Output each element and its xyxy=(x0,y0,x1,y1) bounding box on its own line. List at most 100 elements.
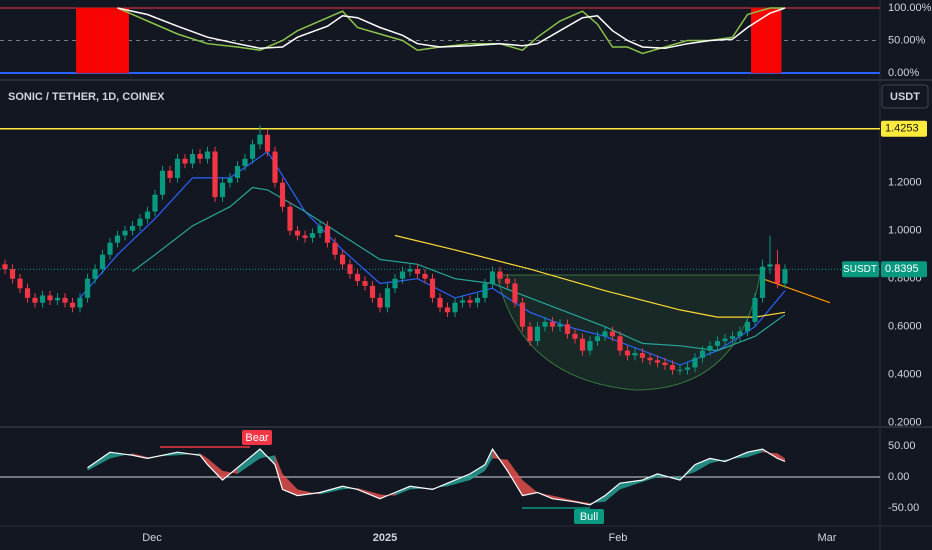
y-tick-label: 0.00 xyxy=(888,471,909,483)
candle-body xyxy=(429,278,436,298)
moving-average xyxy=(394,234,786,318)
candle-body xyxy=(227,177,233,183)
candle-body xyxy=(729,336,736,339)
x-tick-label: Feb xyxy=(608,532,627,544)
y-tick-label: 100.00% xyxy=(888,2,932,14)
candle-body xyxy=(692,357,698,368)
candle-body xyxy=(204,151,211,159)
candle-body xyxy=(542,321,548,327)
signal-bar xyxy=(106,7,115,74)
candle-body xyxy=(122,230,128,236)
oscillator-fill xyxy=(395,486,411,496)
oscillator-line xyxy=(117,7,786,50)
candle-body xyxy=(602,331,608,337)
price-tag-box xyxy=(881,261,927,278)
price-tag-symbol: SUSDT xyxy=(843,264,877,275)
oscillator-fill xyxy=(522,480,538,496)
candle-body xyxy=(107,242,113,255)
candle-body xyxy=(497,271,503,279)
y-tick-label: 50.00% xyxy=(888,34,926,46)
candle-body xyxy=(677,369,683,371)
candle-body xyxy=(774,264,781,284)
signal-bar xyxy=(765,7,774,74)
candle-body xyxy=(489,271,496,284)
candle-body xyxy=(9,269,16,279)
candle-body xyxy=(572,333,578,339)
symbol-title: SONIC / TETHER, 1D, COINEX xyxy=(8,91,165,103)
signal-bar xyxy=(773,7,782,74)
oscillator-fill xyxy=(604,483,620,502)
currency-button[interactable] xyxy=(881,84,929,109)
candle-body xyxy=(294,230,301,236)
candle-body xyxy=(437,297,443,308)
y-tick-label: 1.2000 xyxy=(888,177,922,189)
candle-body xyxy=(414,269,421,274)
candle-body xyxy=(17,278,23,289)
y-tick-label: -50.00 xyxy=(888,502,919,514)
candle-body xyxy=(459,300,466,303)
candle-body xyxy=(234,165,241,178)
candle-body xyxy=(467,300,473,303)
candle-body xyxy=(287,206,293,231)
signal-bar xyxy=(750,7,759,74)
candle-body xyxy=(782,269,788,284)
y-tick-label: 1.0000 xyxy=(888,225,922,237)
candle-body xyxy=(32,297,38,303)
candle-body xyxy=(137,218,143,226)
oscillator-fill xyxy=(507,459,523,496)
level-tag xyxy=(881,120,927,137)
signal-bar xyxy=(113,7,122,74)
y-tick-label: 0.2000 xyxy=(888,417,922,429)
oscillator-fill xyxy=(275,455,283,490)
oscillator-fill xyxy=(447,473,470,487)
candle-body xyxy=(129,225,136,231)
candle-body xyxy=(699,350,706,358)
candle-body xyxy=(512,283,518,303)
candle-body xyxy=(167,170,173,178)
candle-body xyxy=(647,357,653,361)
oscillator-fill xyxy=(552,495,575,502)
candle-body xyxy=(474,297,481,303)
level-label: 1.4253 xyxy=(885,123,919,135)
candle-body xyxy=(684,367,691,370)
candle-body xyxy=(84,278,91,298)
candle-body xyxy=(609,331,616,337)
candle-body xyxy=(362,281,368,286)
candle-body xyxy=(564,324,571,334)
candle-body xyxy=(579,338,586,351)
currency-label[interactable]: USDT xyxy=(890,91,920,103)
candle-body xyxy=(639,353,646,358)
candle-body xyxy=(587,341,593,351)
candle-body xyxy=(302,235,308,238)
candle-body xyxy=(77,297,83,308)
candle-body xyxy=(759,266,766,298)
x-tick-label: Mar xyxy=(818,532,837,544)
annotation-box xyxy=(242,430,272,445)
candle-body xyxy=(182,158,188,164)
candle-body xyxy=(324,225,331,243)
candle-body xyxy=(332,242,338,255)
candle-body xyxy=(347,264,353,274)
annotation-label: Bear xyxy=(245,432,269,444)
candle-body xyxy=(339,254,346,265)
candle-body xyxy=(69,302,76,308)
oscillator-fill xyxy=(694,458,710,473)
oscillator-fill xyxy=(110,452,133,459)
y-tick-label: 0.4000 xyxy=(888,369,922,381)
candle-body xyxy=(444,307,451,313)
candle-body xyxy=(752,297,758,322)
candle-body xyxy=(152,194,158,212)
candle-body xyxy=(174,158,181,178)
y-tick-label: 0.00% xyxy=(888,67,919,79)
price-tag-value: 0.8395 xyxy=(885,263,919,275)
oscillator-fill xyxy=(747,449,763,458)
candle-body xyxy=(92,269,98,279)
oscillator-fill xyxy=(237,449,261,474)
candle-body xyxy=(624,350,631,356)
candle-body xyxy=(384,288,391,308)
candle-body xyxy=(317,225,323,234)
candle-body xyxy=(197,153,203,159)
